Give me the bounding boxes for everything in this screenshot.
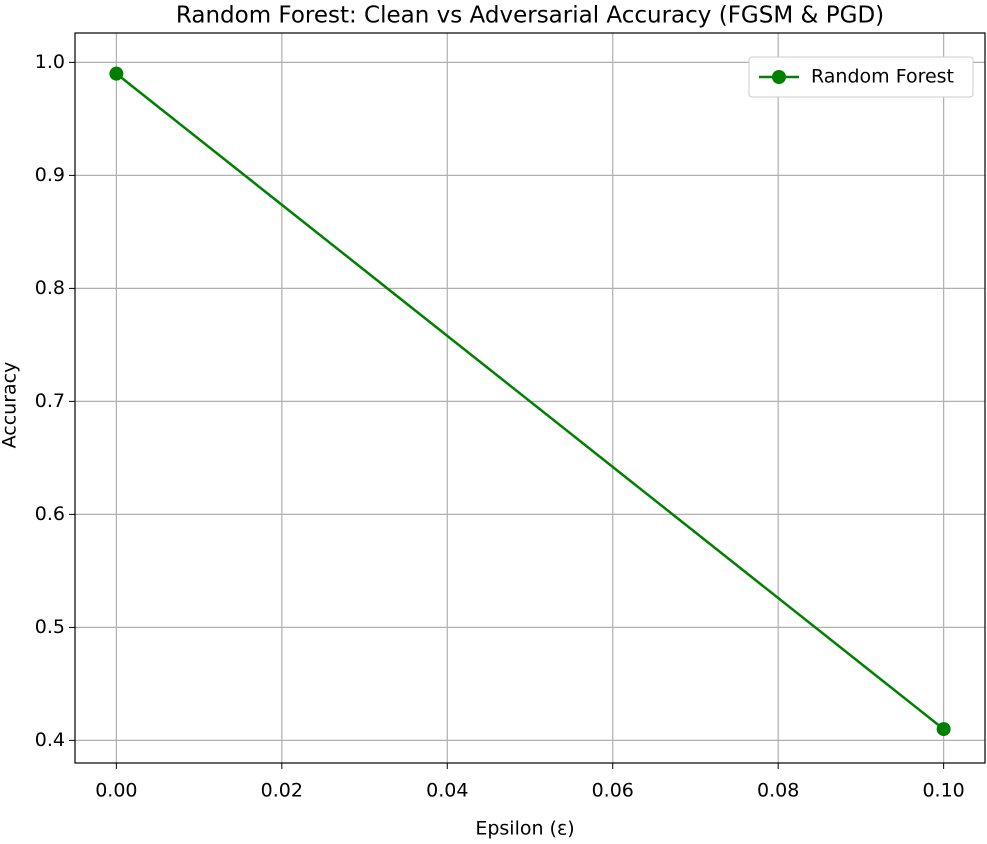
plot-frame bbox=[74, 32, 986, 764]
line bbox=[115, 72, 945, 731]
y-tick-label: 0.4 bbox=[35, 729, 65, 751]
y-tick-label: 0.5 bbox=[35, 616, 65, 638]
legend-label: Random Forest bbox=[811, 66, 954, 88]
y-tick-label: 1.0 bbox=[35, 51, 65, 73]
y-tick-label: 0.6 bbox=[35, 503, 65, 525]
x-tick-label: 0.00 bbox=[95, 780, 137, 802]
x-tick-label: 0.06 bbox=[592, 780, 634, 802]
chart-title: Random Forest: Clean vs Adversarial Accu… bbox=[176, 3, 884, 29]
point bbox=[936, 722, 951, 737]
x-tick-label: 0.10 bbox=[922, 780, 964, 802]
legend-marker bbox=[772, 70, 786, 84]
point bbox=[109, 66, 124, 81]
y-tick-label: 0.7 bbox=[35, 390, 65, 412]
x-tick-label: 0.04 bbox=[426, 780, 468, 802]
x-axis-label: Epsilon (ε) bbox=[475, 818, 574, 840]
legend-box bbox=[748, 56, 974, 98]
legend: Random Forest bbox=[748, 56, 974, 98]
x-tick-label: 0.02 bbox=[261, 780, 303, 802]
y-tick-label: 0.9 bbox=[35, 164, 65, 186]
y-axis-label: Accuracy bbox=[0, 362, 21, 449]
y-tick-label: 0.8 bbox=[35, 277, 65, 299]
x-tick-label: 0.08 bbox=[757, 780, 799, 802]
